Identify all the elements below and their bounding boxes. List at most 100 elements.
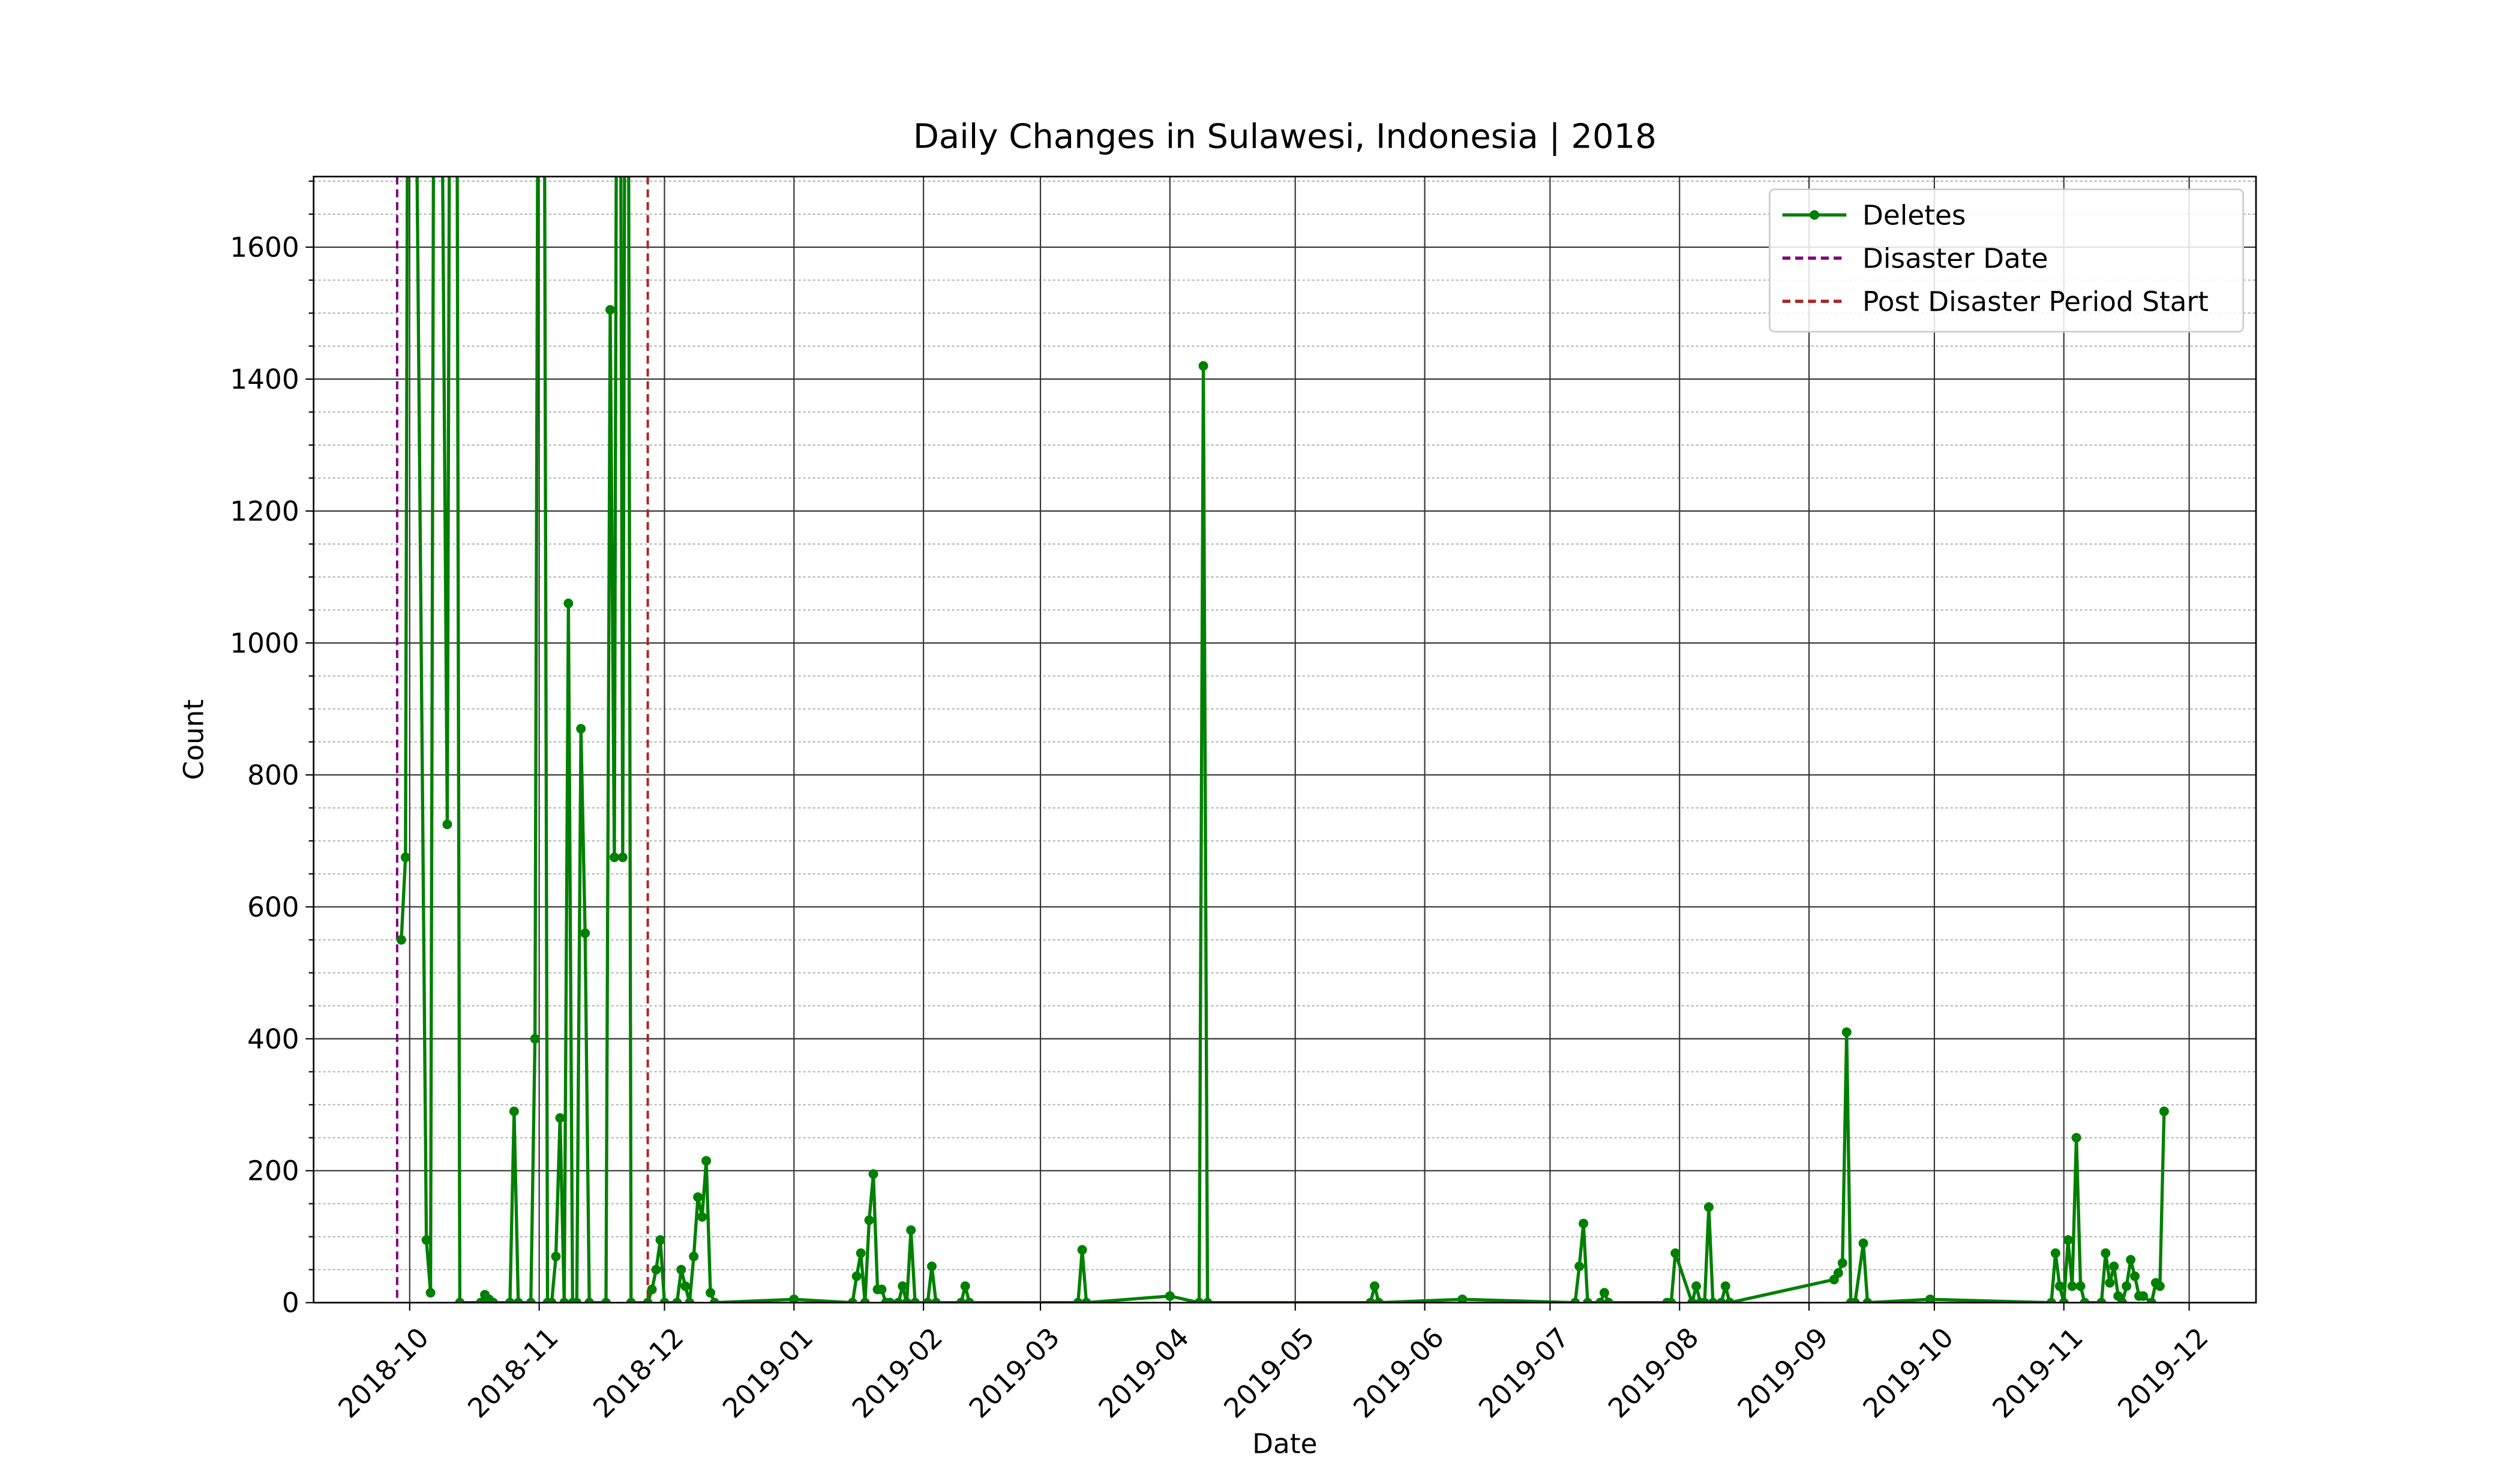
data-point	[877, 1284, 887, 1294]
data-point	[513, 1297, 523, 1303]
y-tick-label: 1400	[230, 364, 299, 395]
y-tick-label: 400	[247, 1023, 299, 1055]
data-point	[1373, 1297, 1384, 1303]
legend-box	[1769, 188, 2244, 333]
data-point	[701, 1156, 712, 1166]
data-point	[864, 1215, 874, 1225]
data-point	[455, 1297, 465, 1303]
data-point	[576, 723, 586, 734]
data-point	[1691, 1281, 1702, 1291]
data-point	[530, 1034, 540, 1044]
data-point	[505, 1297, 515, 1303]
data-point	[643, 1297, 653, 1303]
data-point	[651, 1264, 661, 1275]
data-point	[1925, 1294, 1935, 1303]
y-tick-label: 800	[247, 759, 299, 791]
data-point	[488, 1297, 499, 1303]
data-point	[617, 852, 628, 863]
data-point	[1370, 1281, 1380, 1291]
data-point	[2122, 1281, 2132, 1291]
data-point	[856, 1248, 866, 1258]
data-point	[2096, 1297, 2107, 1303]
data-point	[396, 935, 406, 945]
data-point	[2159, 1106, 2169, 1116]
data-point	[1073, 1297, 1083, 1303]
data-point	[647, 1284, 657, 1294]
data-point	[400, 852, 410, 863]
data-point	[1700, 1297, 1710, 1303]
data-point	[1198, 361, 1208, 371]
data-point	[551, 1251, 561, 1261]
data-point	[697, 1212, 707, 1222]
data-point	[2109, 1261, 2119, 1272]
data-point	[1833, 1268, 1843, 1278]
data-point	[1366, 1297, 1376, 1303]
data-point	[2054, 1281, 2065, 1291]
data-point	[1666, 1297, 1676, 1303]
data-point	[906, 1225, 916, 1235]
data-point	[1077, 1245, 1087, 1255]
data-point	[1837, 1258, 1847, 1268]
data-point	[685, 1297, 695, 1303]
legend-label: Disaster Date	[1862, 242, 2048, 274]
data-point	[693, 1192, 703, 1202]
y-axis-label: Count	[178, 699, 210, 780]
data-point	[509, 1106, 519, 1116]
y-tick-label: 1600	[230, 232, 299, 263]
data-point	[584, 1297, 595, 1303]
data-point	[2050, 1248, 2060, 1258]
data-point	[1202, 1297, 1213, 1303]
data-point	[893, 1297, 904, 1303]
data-point	[1850, 1297, 1860, 1303]
data-point	[2126, 1255, 2136, 1265]
data-point	[2080, 1297, 2090, 1303]
data-point	[2071, 1132, 2081, 1143]
data-point	[1841, 1027, 1852, 1037]
data-point	[847, 1297, 857, 1303]
data-point	[2101, 1248, 2111, 1258]
data-point	[1595, 1297, 1605, 1303]
chart-title: Daily Changes in Sulawesi, Indonesia | 2…	[913, 117, 1657, 156]
data-point	[659, 1297, 670, 1303]
data-point	[555, 1113, 565, 1123]
data-point	[2075, 1281, 2086, 1291]
legend-marker	[1810, 210, 1819, 220]
data-point	[1716, 1297, 1726, 1303]
data-point	[1457, 1294, 1468, 1303]
legend-label: Post Disaster Period Start	[1862, 286, 2209, 317]
data-point	[898, 1281, 908, 1291]
legend-label: Deletes	[1862, 199, 1966, 231]
data-point	[2146, 1297, 2156, 1303]
data-point	[1603, 1297, 1613, 1303]
data-point	[902, 1297, 912, 1303]
data-point	[964, 1297, 974, 1303]
data-point	[2105, 1278, 2115, 1288]
data-point	[1670, 1248, 1681, 1258]
data-point	[1570, 1297, 1580, 1303]
data-point	[559, 1297, 569, 1303]
data-point	[706, 1288, 716, 1298]
data-point	[689, 1251, 699, 1261]
legend: Deletes Disaster Date Post Disaster Period…	[1769, 188, 2244, 333]
data-point	[927, 1261, 937, 1272]
data-point	[1081, 1297, 1091, 1303]
data-point	[2117, 1297, 2128, 1303]
data-point	[1858, 1238, 1868, 1248]
data-point	[710, 1297, 720, 1303]
data-point	[526, 1297, 536, 1303]
data-point	[868, 1169, 878, 1179]
y-tick-label: 200	[247, 1155, 299, 1187]
x-axis-label: Date	[1252, 1428, 1317, 1459]
data-point	[680, 1281, 691, 1291]
data-point	[2138, 1291, 2149, 1301]
data-point	[885, 1297, 895, 1303]
data-point	[2046, 1297, 2056, 1303]
data-point	[655, 1235, 665, 1245]
data-point	[442, 819, 452, 830]
data-point	[1165, 1291, 1175, 1301]
data-point	[1703, 1202, 1714, 1212]
y-tick-label: 1000	[230, 627, 299, 659]
data-point	[1599, 1288, 1609, 1298]
data-point	[626, 1297, 636, 1303]
